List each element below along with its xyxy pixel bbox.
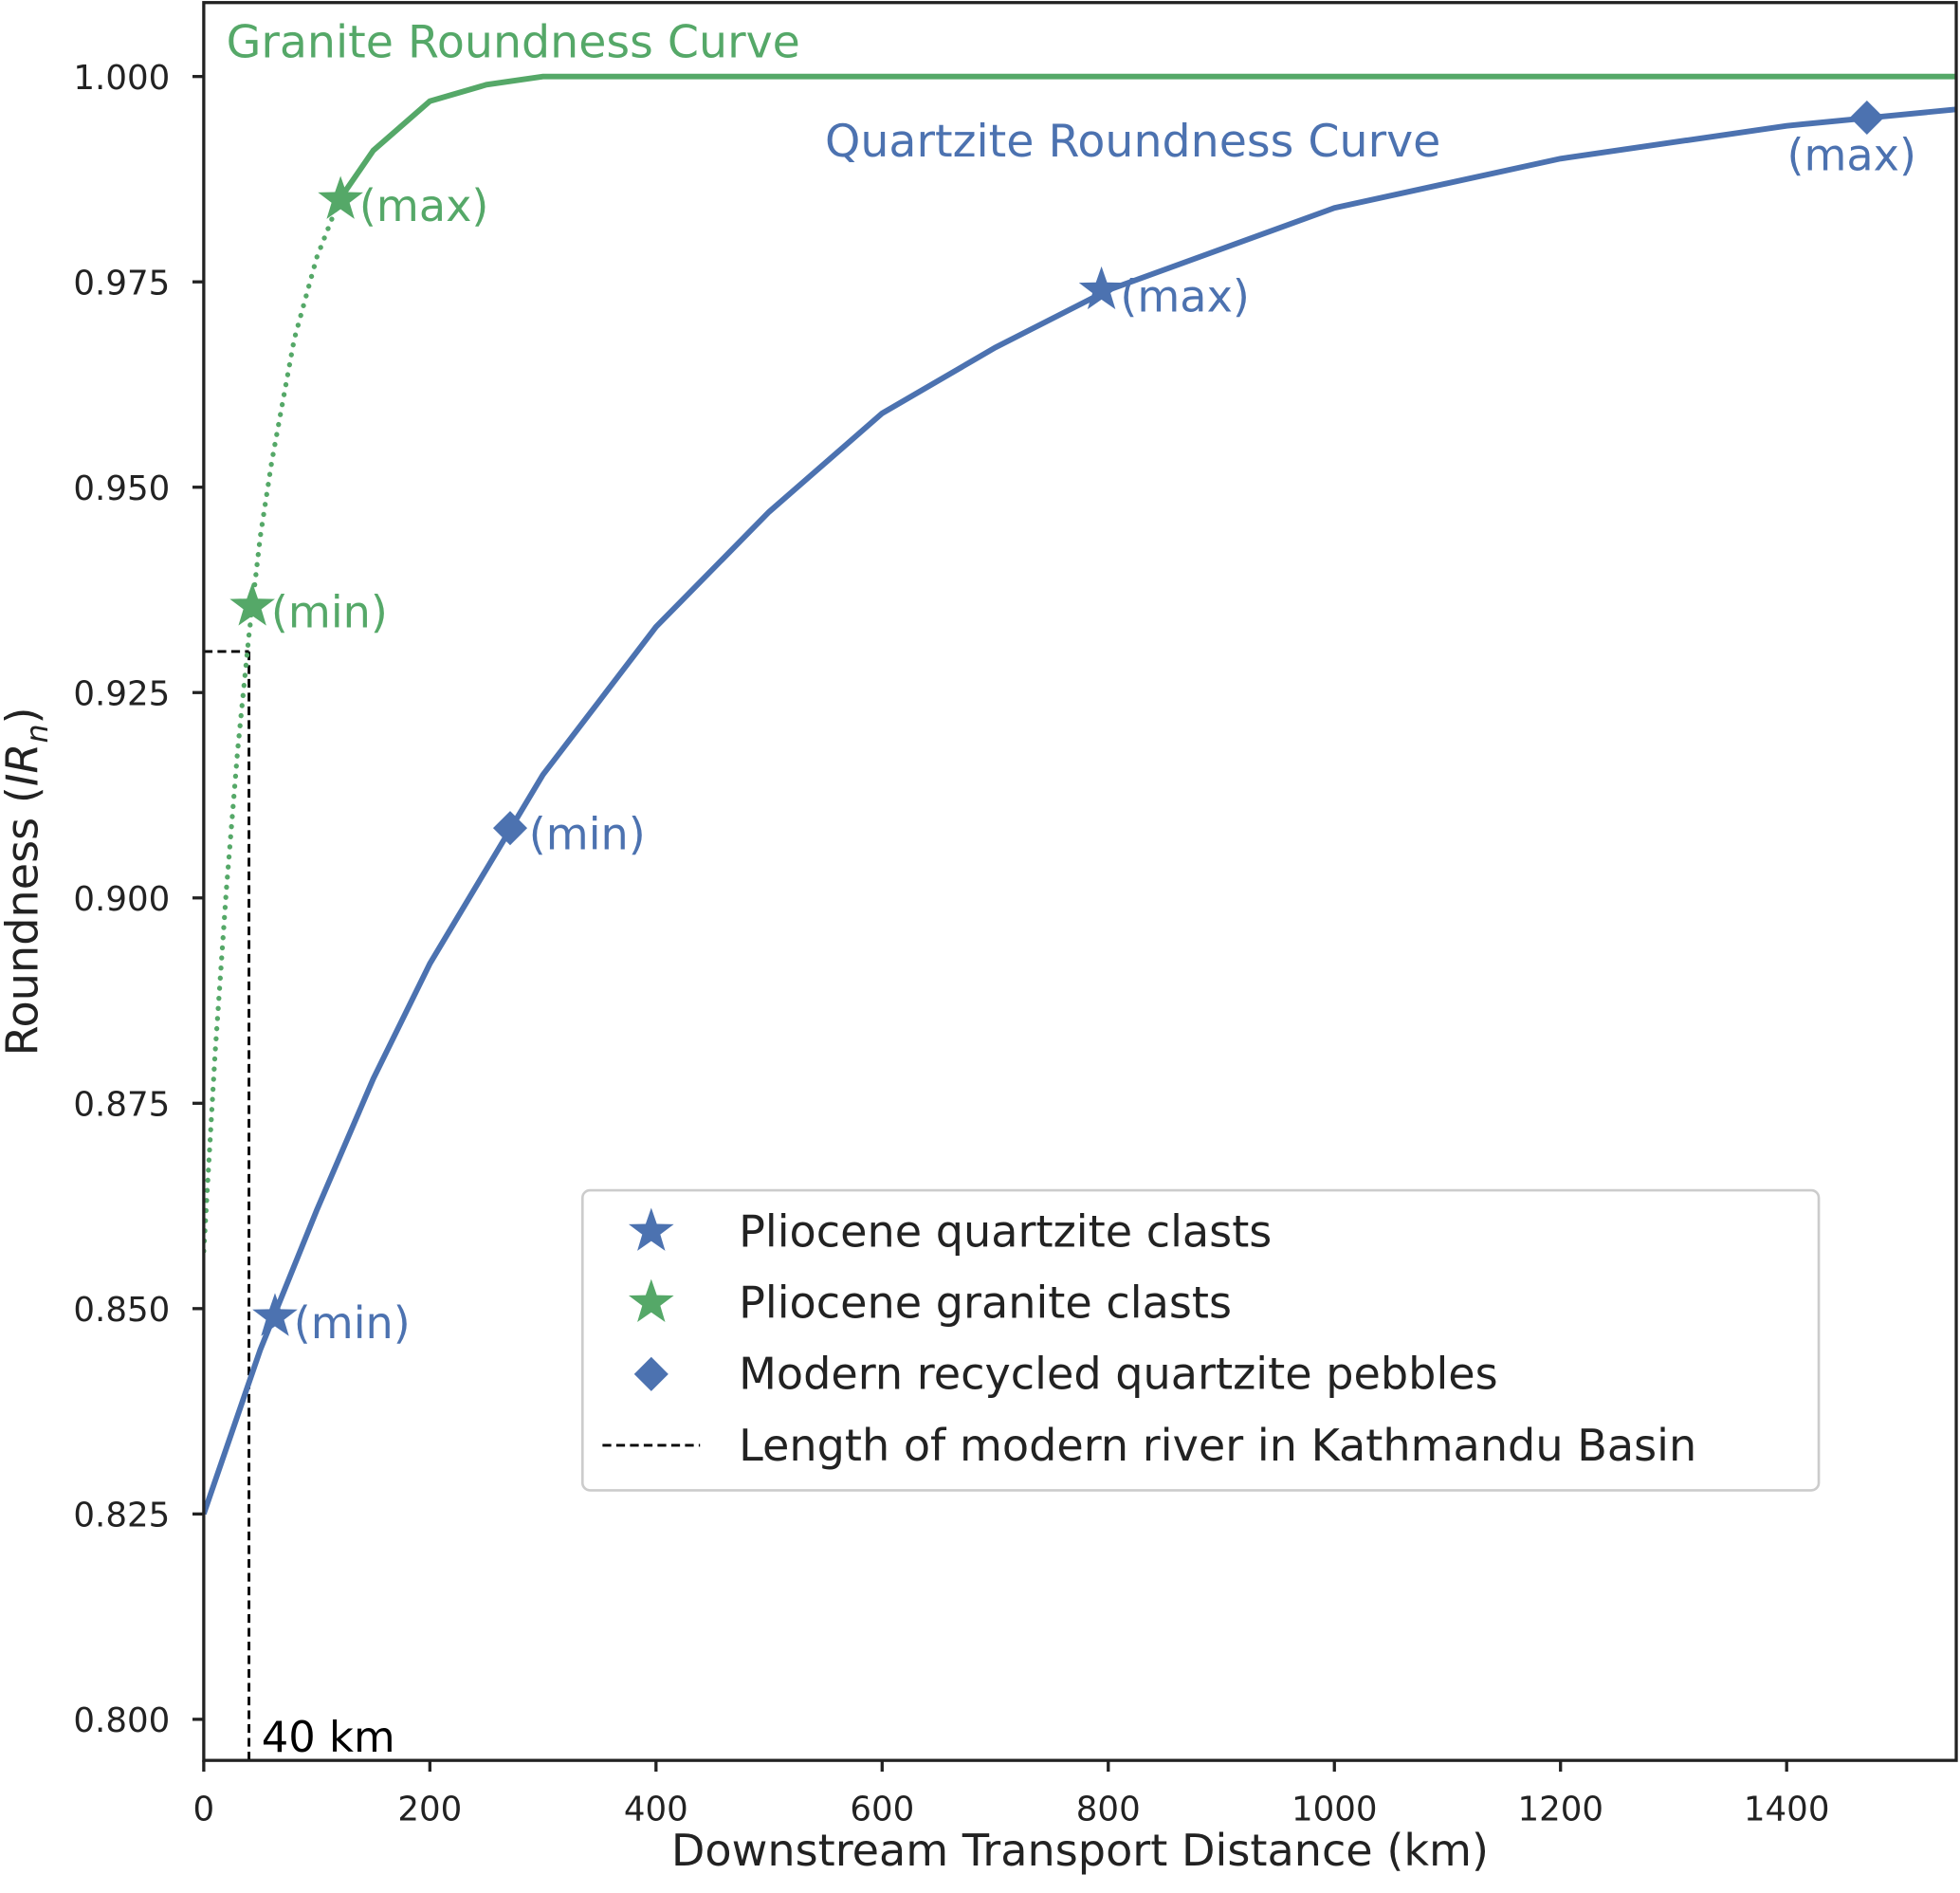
y-tick-label: 0.850 [73, 1291, 170, 1330]
x-tick-label: 800 [1076, 1790, 1141, 1829]
legend-label: Pliocene quartzite clasts [739, 1205, 1272, 1257]
x-tick-label: 0 [193, 1790, 215, 1829]
y-axis-label: Roundness (IRn) [0, 707, 55, 1056]
x-tick-label: 1200 [1517, 1790, 1603, 1829]
point-label: (max) [1120, 270, 1249, 322]
legend-box [580, 1188, 1821, 1492]
y-tick-label: 0.925 [73, 674, 170, 713]
curve [337, 73, 1957, 202]
point-label: (min) [529, 809, 646, 860]
marker [318, 175, 363, 219]
y-tick-label: 0.975 [73, 264, 170, 303]
reference-line-label: 40 km [262, 1712, 395, 1762]
point-label: (min) [271, 587, 388, 638]
curve [203, 106, 1957, 1516]
y-tick-label: 0.825 [73, 1497, 170, 1535]
marker [252, 1293, 298, 1336]
legend-label: Modern recycled quartzite pebbles [739, 1349, 1498, 1400]
curve-label: Quartzite Roundness Curve [825, 116, 1440, 168]
marker [1078, 266, 1125, 310]
y-tick-label: 0.900 [73, 880, 170, 919]
point-label: (min) [294, 1297, 411, 1349]
legend-marker [628, 1207, 674, 1251]
curve-extrapolated [203, 196, 342, 1254]
y-tick-label: 0.875 [73, 1085, 170, 1124]
plot-frame [202, 1, 1958, 1762]
plot-area [203, 73, 1957, 1761]
x-tick-label: 1000 [1291, 1790, 1378, 1829]
x-tick-label: 400 [624, 1790, 688, 1829]
point-label: (max) [359, 180, 488, 231]
x-tick-label: 600 [850, 1790, 914, 1829]
curve-label: Granite Roundness Curve [227, 17, 800, 69]
legend-marker [628, 1278, 674, 1322]
y-axis-label-subscript: n [21, 724, 55, 743]
point-label: (max) [1786, 129, 1915, 180]
marker [492, 811, 528, 846]
legend-label: Pliocene granite clasts [739, 1277, 1232, 1329]
legend-marker [633, 1356, 669, 1391]
legend-label: Length of modern river in Kathmandu Basi… [739, 1420, 1696, 1471]
marker [1849, 100, 1884, 136]
y-axis-label-part: Roundness ( [0, 786, 48, 1056]
x-tick-label: 200 [397, 1790, 462, 1829]
y-axis-label-part: ) [0, 707, 48, 724]
y-tick-label: 0.800 [73, 1701, 170, 1740]
y-axis-label-symbol: IR [0, 744, 48, 787]
y-tick-label: 0.950 [73, 469, 170, 508]
x-axis-label: Downstream Transport Distance (km) [671, 1825, 1489, 1876]
x-tick-label: 1400 [1744, 1790, 1830, 1829]
marker [229, 582, 275, 626]
y-tick-label: 1.000 [73, 59, 170, 98]
